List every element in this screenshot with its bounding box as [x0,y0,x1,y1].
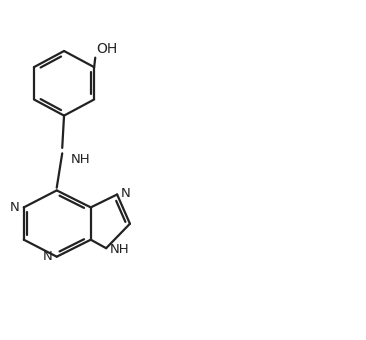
Text: NH: NH [70,153,90,166]
Text: NH: NH [110,243,130,256]
Text: N: N [121,187,131,200]
Text: N: N [42,250,52,263]
Text: N: N [10,201,19,214]
Text: OH: OH [96,42,117,56]
